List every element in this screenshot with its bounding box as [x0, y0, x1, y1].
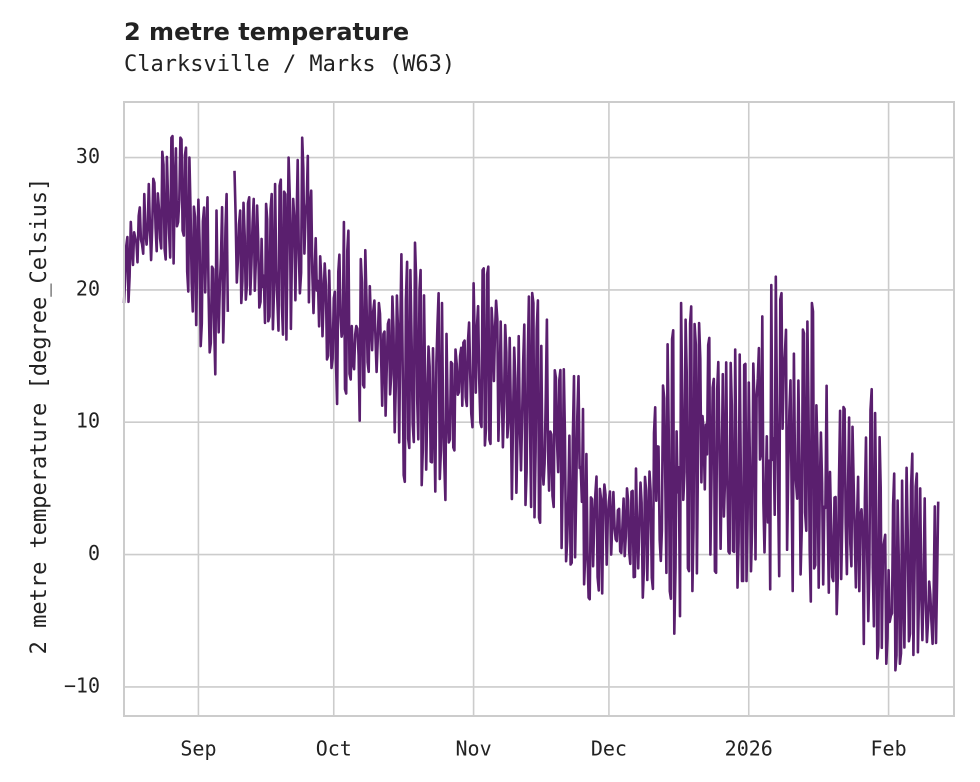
y-axis-label: 2 metre temperature [degree_Celsius] — [27, 178, 52, 655]
y-tick-label: 10 — [76, 409, 100, 433]
series-layer — [122, 134, 940, 672]
x-tick-label: 2026 — [725, 737, 773, 761]
y-tick-label: −10 — [64, 673, 100, 697]
chart-title: 2 metre temperature — [124, 18, 410, 46]
plot-frame — [123, 101, 955, 717]
series-line — [122, 134, 230, 376]
x-tick-label: Dec — [591, 737, 627, 761]
x-tick-label: Feb — [871, 737, 907, 761]
y-tick-label: 0 — [88, 541, 100, 565]
x-tick-label: Nov — [456, 737, 492, 761]
x-tick-labels: Sep Oct Nov Dec 2026 Feb — [180, 737, 906, 761]
series-line — [233, 136, 940, 672]
y-tick-labels: −10 0 10 20 30 — [64, 144, 100, 697]
x-tick-label: Oct — [316, 737, 352, 761]
chart-subtitle: Clarksville / Marks (W63) — [124, 52, 456, 77]
x-tick-label: Sep — [180, 737, 216, 761]
y-tick-label: 20 — [76, 276, 100, 300]
y-tick-label: 30 — [76, 144, 100, 168]
